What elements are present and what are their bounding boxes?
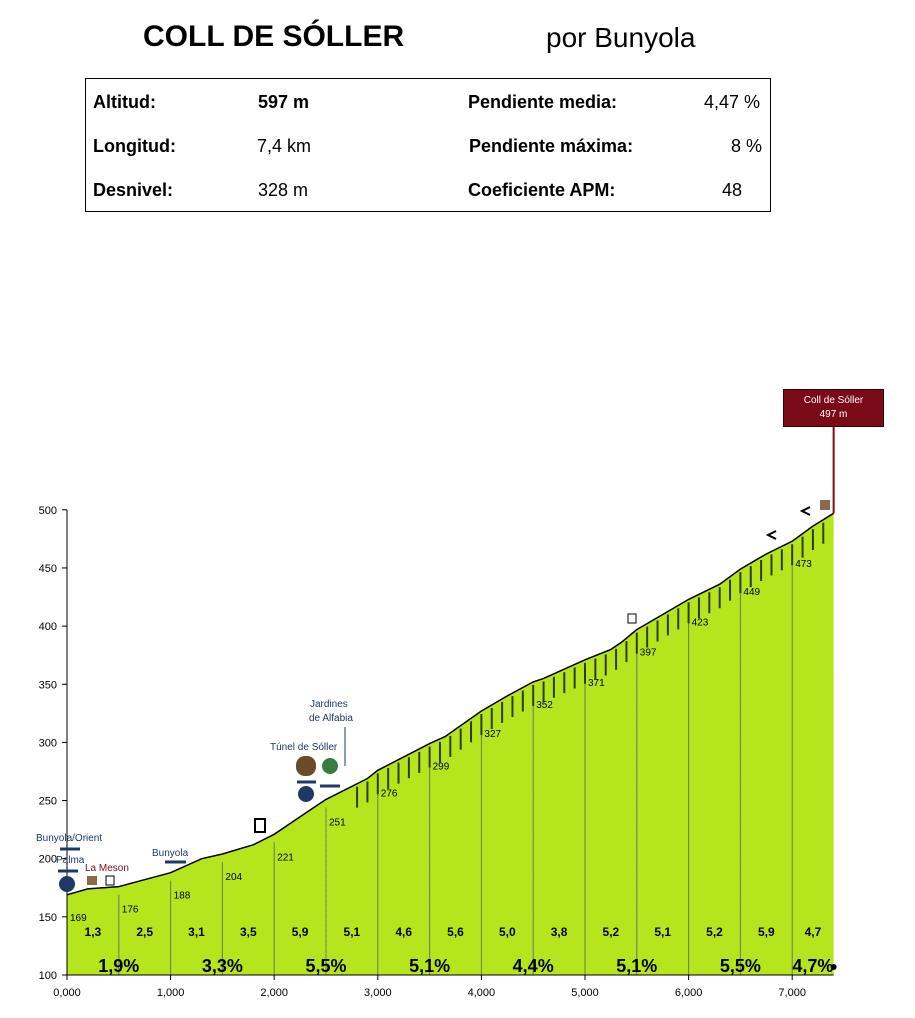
road-sign-icon	[298, 786, 314, 802]
road-sign-icon	[59, 876, 75, 892]
summit-label-box: Coll de Sóller 497 m	[783, 389, 884, 427]
altitude-value: 597 m	[258, 92, 310, 112]
climb-subtitle: por Bunyola	[546, 22, 696, 53]
km-altitude-label: 423	[692, 617, 709, 628]
km-gradient-label: 5,1%	[409, 956, 450, 976]
km-altitude-label: 176	[122, 905, 139, 916]
place-label-la-meson: La Meson	[85, 863, 129, 874]
house-icon	[105, 875, 115, 886]
x-tick-label: 6,000	[675, 987, 703, 999]
km-gradient-label: 5,5%	[305, 956, 346, 976]
y-tick-label: 300	[39, 737, 57, 749]
x-tick-label: 2,000	[260, 987, 288, 999]
max-gradient-value: 8 %	[731, 136, 763, 156]
km-gradient-label: 4,7%	[792, 956, 833, 976]
km-altitude-label: 204	[225, 872, 242, 883]
length-value: 7,4 km	[257, 136, 312, 156]
half-km-gradient-label: 4,7	[805, 925, 822, 939]
km-altitude-label: 473	[795, 559, 812, 570]
apm-coefficient-label: Coeficiente APM:	[468, 180, 616, 200]
profile-line	[66, 512, 834, 896]
place-label-palma: Palma	[56, 855, 85, 866]
house-icon	[627, 613, 637, 624]
avg-gradient-label: Pendiente media:	[468, 92, 618, 112]
km-altitude-label: 169	[70, 913, 87, 924]
km-altitude-label: 188	[174, 891, 191, 902]
half-km-gradient-label: 3,5	[240, 925, 257, 939]
y-tick-label: 100	[39, 970, 57, 982]
apm-coefficient-value: 48	[722, 180, 743, 200]
half-km-gradient-label: 5,2	[603, 925, 620, 939]
half-km-gradient-label: 2,5	[136, 925, 153, 939]
half-km-gradient-label: 5,1	[654, 925, 671, 939]
summit-altitude: 497 m	[819, 409, 848, 420]
summit-name: Coll de Sóller	[803, 395, 864, 406]
place-label-jardines: Jardines	[310, 699, 348, 710]
altitude-label: Altitud:	[93, 92, 156, 112]
tree-icon	[322, 758, 338, 774]
place-label-bunyola-orient: Bunyola/Orient	[36, 833, 102, 844]
restaurant-icon	[87, 876, 97, 885]
avg-gradient-value: 4,47 %	[704, 92, 761, 112]
km-altitude-label: 327	[484, 729, 501, 740]
max-gradient-label: Pendiente máxima:	[469, 136, 634, 156]
y-tick-label: 400	[39, 621, 57, 633]
km-altitude-label: 397	[640, 648, 657, 659]
x-tick-label: 7,000	[778, 987, 806, 999]
half-km-gradient-label: 3,1	[188, 925, 205, 939]
half-km-gradient-label: 5,2	[706, 925, 723, 939]
climb-title: COLL DE SÓLLER	[143, 20, 405, 53]
km-altitude-label: 251	[329, 817, 346, 828]
half-km-gradient-label: 5,1	[344, 925, 361, 939]
tunnel-icon	[296, 756, 316, 776]
x-tick-label: 3,000	[364, 987, 392, 999]
half-km-gradient-label: 3,8	[551, 925, 568, 939]
hairpin-turn-icon	[799, 506, 811, 516]
y-tick-label: 500	[39, 505, 57, 517]
km-altitude-label: 371	[588, 678, 605, 689]
restaurant-icon	[820, 500, 830, 510]
y-tick-label: 200	[39, 854, 57, 866]
y-tick-label: 350	[39, 679, 57, 691]
x-tick-label: 0,000	[53, 987, 81, 999]
half-km-gradient-label: 5,9	[292, 925, 309, 939]
place-label-alfabia: de Alfabia	[309, 713, 353, 724]
fuel-station-icon	[254, 818, 266, 833]
km-gradient-label: 1,9%	[98, 956, 139, 976]
summit-base-dot	[830, 964, 837, 970]
y-tick-label: 450	[39, 563, 57, 575]
place-label-tunel-soller: Túnel de Sóller	[270, 742, 338, 753]
place-label-bunyola: Bunyola	[152, 848, 189, 859]
elevation-gain-label: Desnivel:	[93, 180, 174, 200]
km-altitude-label: 449	[743, 587, 760, 598]
km-altitude-label: 352	[536, 700, 553, 711]
length-label: Longitud:	[93, 136, 176, 156]
half-km-gradient-label: 5,9	[758, 925, 775, 939]
stats-box: Altitud: 597 m Longitud: 7,4 km Desnivel…	[85, 78, 771, 212]
km-altitude-label: 221	[277, 852, 294, 863]
y-tick-label: 250	[39, 796, 57, 808]
km-gradient-label: 5,5%	[720, 956, 761, 976]
x-tick-label: 5,000	[571, 987, 599, 999]
half-km-gradient-label: 1,3	[85, 925, 102, 939]
x-tick-label: 1,000	[157, 987, 185, 999]
km-altitude-label: 276	[381, 788, 398, 799]
elevation-gain-value: 328 m	[258, 180, 309, 200]
half-km-gradient-label: 4,6	[395, 925, 412, 939]
km-altitude-label: 299	[433, 762, 450, 773]
y-tick-label: 150	[39, 912, 57, 924]
hairpin-turn-icon	[765, 530, 777, 540]
half-km-gradient-label: 5,6	[447, 925, 464, 939]
x-tick-label: 4,000	[468, 987, 496, 999]
km-gradient-label: 5,1%	[616, 956, 657, 976]
km-gradient-label: 3,3%	[202, 956, 243, 976]
km-gradient-label: 4,4%	[513, 956, 554, 976]
half-km-gradient-label: 5,0	[499, 925, 516, 939]
